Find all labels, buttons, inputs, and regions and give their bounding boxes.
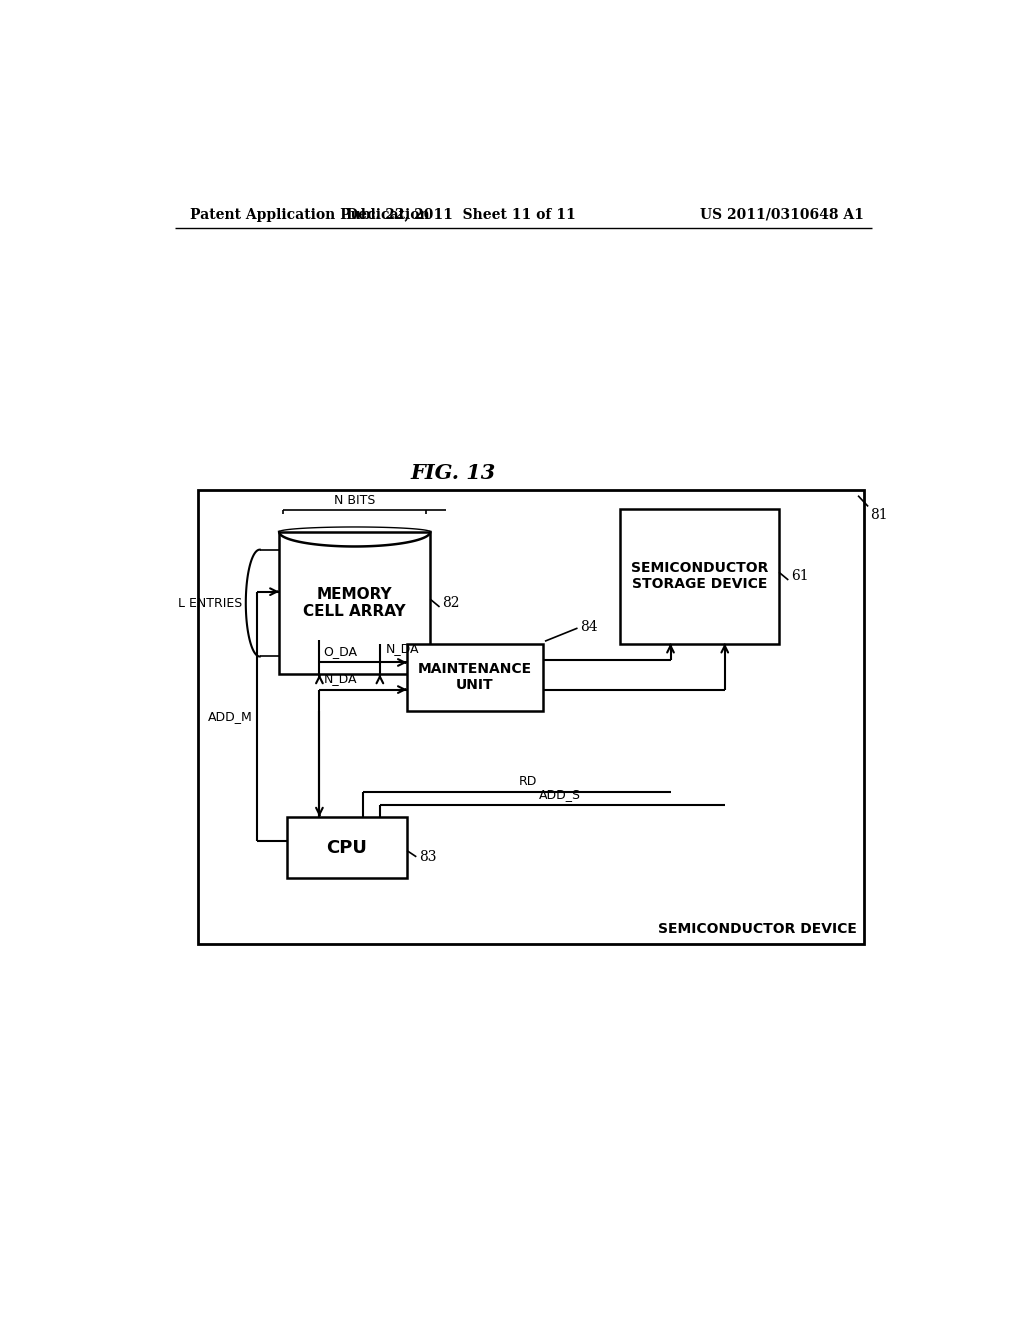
Text: FIG. 13: FIG. 13 xyxy=(411,462,496,483)
Text: 82: 82 xyxy=(442,597,460,610)
Text: N_DA: N_DA xyxy=(386,642,420,655)
Text: N BITS: N BITS xyxy=(334,494,376,507)
Bar xyxy=(621,508,779,644)
Text: 61: 61 xyxy=(791,569,808,583)
Bar xyxy=(198,490,864,944)
Bar xyxy=(407,644,543,711)
Text: RD: RD xyxy=(519,775,538,788)
Text: 81: 81 xyxy=(870,508,888,521)
Text: L ENTRIES: L ENTRIES xyxy=(178,597,243,610)
Text: 83: 83 xyxy=(419,850,436,863)
Text: SEMICONDUCTOR DEVICE: SEMICONDUCTOR DEVICE xyxy=(657,923,856,936)
Text: Patent Application Publication: Patent Application Publication xyxy=(190,207,430,222)
Bar xyxy=(280,532,430,675)
Text: N_DA: N_DA xyxy=(324,672,356,685)
Text: SEMICONDUCTOR
STORAGE DEVICE: SEMICONDUCTOR STORAGE DEVICE xyxy=(631,561,768,591)
Bar xyxy=(287,817,407,878)
Text: Dec. 22, 2011  Sheet 11 of 11: Dec. 22, 2011 Sheet 11 of 11 xyxy=(346,207,577,222)
Text: US 2011/0310648 A1: US 2011/0310648 A1 xyxy=(700,207,864,222)
Text: 84: 84 xyxy=(580,619,597,634)
Text: O_DA: O_DA xyxy=(324,645,357,657)
Text: ADD_S: ADD_S xyxy=(539,788,581,801)
Text: CPU: CPU xyxy=(327,838,368,857)
Text: MAINTENANCE
UNIT: MAINTENANCE UNIT xyxy=(418,663,531,693)
Text: MEMORY
CELL ARRAY: MEMORY CELL ARRAY xyxy=(303,587,406,619)
Text: ADD_M: ADD_M xyxy=(208,710,253,723)
